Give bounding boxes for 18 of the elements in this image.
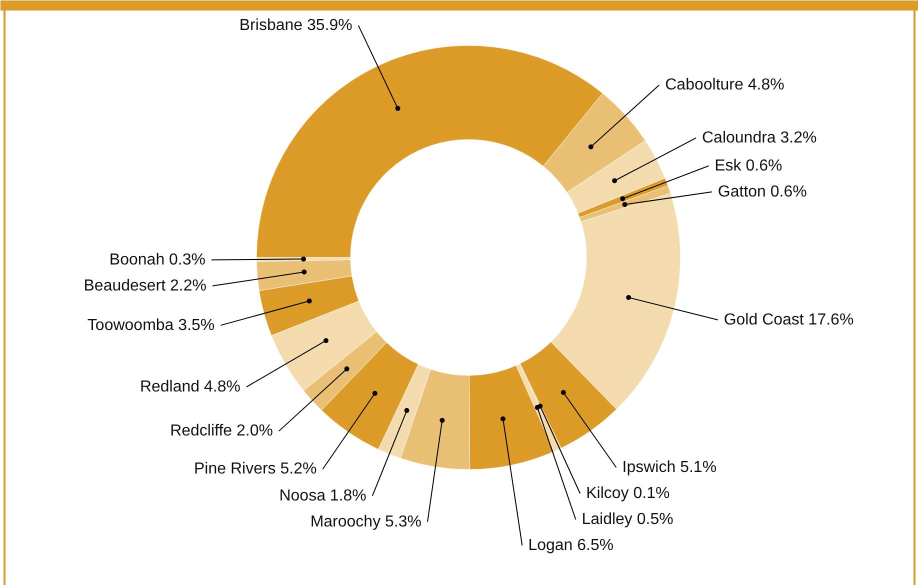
- slice-label: Brisbane 35.9%: [239, 16, 352, 34]
- slice-label: Maroochy 5.3%: [310, 513, 422, 530]
- slice-label: Redland 4.8%: [140, 378, 240, 396]
- slice-label: Gatton 0.6%: [718, 183, 807, 200]
- slice-label: Beaudesert 2.2%: [84, 277, 206, 294]
- slice-label: Caboolture 4.8%: [665, 76, 784, 94]
- slice-label: Ipswich 5.1%: [622, 459, 717, 476]
- slice-label: Laidley 0.5%: [582, 511, 674, 528]
- slice-label: Pine Rivers 5.2%: [194, 460, 317, 478]
- slice-label: Logan 6.5%: [528, 537, 614, 554]
- slice-label: Noosa 1.8%: [279, 487, 366, 504]
- slice-label: Redcliffe 2.0%: [170, 422, 273, 440]
- slice-label: Gold Coast 17.6%: [724, 311, 854, 328]
- slice-label: Boonah 0.3%: [109, 251, 206, 268]
- slice-label: Toowoomba 3.5%: [87, 316, 215, 334]
- slice-label: Caloundra 3.2%: [702, 129, 817, 146]
- slice-label: Esk 0.6%: [714, 157, 782, 174]
- slice-label: Kilcoy 0.1%: [586, 485, 670, 502]
